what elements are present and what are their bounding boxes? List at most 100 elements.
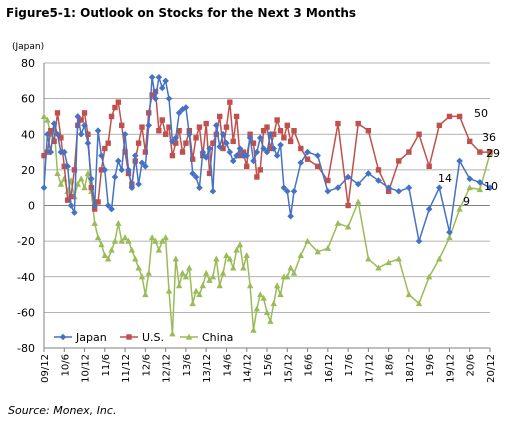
data-point-china <box>260 294 267 301</box>
data-point-us <box>244 163 250 170</box>
data-point-china <box>243 251 250 258</box>
data-point-us <box>264 124 270 130</box>
x-tick-label: 20/12 <box>486 354 497 383</box>
data-point-us <box>115 99 122 105</box>
data-point-china <box>40 113 48 120</box>
y-tick-label: 60 <box>21 93 35 106</box>
data-point-us <box>257 167 263 173</box>
data-point-china <box>365 255 372 262</box>
x-tick-label: 17/12 <box>364 354 375 383</box>
chart-title: Figure5-1: Outlook on Stocks for the Nex… <box>6 6 357 20</box>
data-point-us <box>426 163 432 170</box>
data-point-japan <box>486 184 494 191</box>
x-tick-label: 12/12 <box>162 354 173 383</box>
x-tick-label: 14/6 <box>222 354 233 376</box>
data-point-china <box>395 255 402 262</box>
data-point-japan <box>165 95 173 102</box>
end-value-label: 29 <box>486 147 500 160</box>
data-point-us <box>335 120 341 127</box>
data-point-china <box>135 264 142 271</box>
data-point-china <box>233 246 240 253</box>
data-point-japan <box>375 177 382 184</box>
data-point-china <box>355 198 362 205</box>
data-point-us <box>122 149 128 155</box>
data-point-china <box>405 291 413 298</box>
data-point-china <box>415 300 423 307</box>
data-point-china <box>98 241 105 248</box>
data-point-japan <box>182 104 190 111</box>
data-point-japan <box>60 148 68 156</box>
x-tick-label: 15/12 <box>283 354 294 383</box>
data-point-japan <box>162 77 169 85</box>
y-tick-label: -20 <box>17 235 35 248</box>
data-point-japan <box>229 157 237 165</box>
data-point-japan <box>287 212 294 220</box>
data-point-us <box>51 138 57 145</box>
data-point-china <box>226 255 234 262</box>
data-point-japan <box>324 187 332 195</box>
data-point-japan <box>476 179 484 186</box>
data-point-japan <box>185 130 193 138</box>
data-point-us <box>176 127 182 134</box>
data-point-china <box>257 291 264 298</box>
data-point-us <box>41 152 47 159</box>
data-point-us <box>230 138 236 145</box>
data-point-japan <box>131 152 139 159</box>
data-point-us <box>254 174 260 180</box>
data-point-us <box>58 135 64 141</box>
data-point-china <box>165 287 173 294</box>
data-point-japan <box>98 152 105 159</box>
data-point-us <box>152 88 159 95</box>
data-point-china <box>94 234 102 241</box>
data-point-japan <box>436 184 443 191</box>
data-point-japan <box>71 209 78 216</box>
data-point-japan <box>202 154 210 161</box>
data-point-us <box>166 124 172 130</box>
data-point-japan <box>81 122 88 129</box>
x-tick-label: 10/6 <box>60 354 71 376</box>
x-tick-label: 20/6 <box>466 354 477 376</box>
data-point-us <box>159 117 165 123</box>
x-tick-label: 10/12 <box>81 354 92 383</box>
series-line-japan <box>43 76 491 242</box>
data-point-china <box>284 273 291 280</box>
data-point-us <box>271 131 277 137</box>
data-point-us <box>64 197 71 203</box>
data-point-china <box>155 246 163 253</box>
data-point-us <box>85 131 91 137</box>
data-point-japan <box>67 202 75 209</box>
data-point-us <box>220 145 226 152</box>
data-point-china <box>344 223 352 230</box>
y-tick-label: 0 <box>28 200 35 213</box>
data-point-us <box>304 156 311 162</box>
data-point-china <box>223 251 230 258</box>
data-point-us <box>274 117 280 123</box>
data-point-japan <box>456 157 463 165</box>
data-point-us <box>183 140 189 146</box>
data-point-china <box>182 273 190 280</box>
x-tick-label: 16/12 <box>324 354 335 383</box>
data-point-us <box>365 127 372 134</box>
series-japan <box>40 73 494 245</box>
data-point-japan <box>425 205 433 213</box>
data-point-us <box>98 167 105 173</box>
data-point-china <box>77 175 85 182</box>
data-point-us <box>196 124 203 130</box>
data-point-china <box>189 300 196 307</box>
data-point-china <box>132 255 139 262</box>
data-point-japan <box>91 202 98 209</box>
legend-label: U.S. <box>142 331 164 344</box>
data-point-us <box>247 131 253 137</box>
data-point-japan <box>118 166 126 174</box>
data-point-japan <box>354 180 362 188</box>
data-point-china <box>246 282 254 289</box>
data-point-china <box>125 237 132 244</box>
data-point-us <box>203 120 209 127</box>
data-point-china <box>476 186 484 193</box>
data-point-us <box>281 135 287 141</box>
data-point-china <box>121 234 129 241</box>
legend-item-china: China <box>180 331 233 344</box>
data-point-us <box>237 152 243 159</box>
data-point-us <box>149 92 155 98</box>
data-point-japan <box>108 205 115 213</box>
